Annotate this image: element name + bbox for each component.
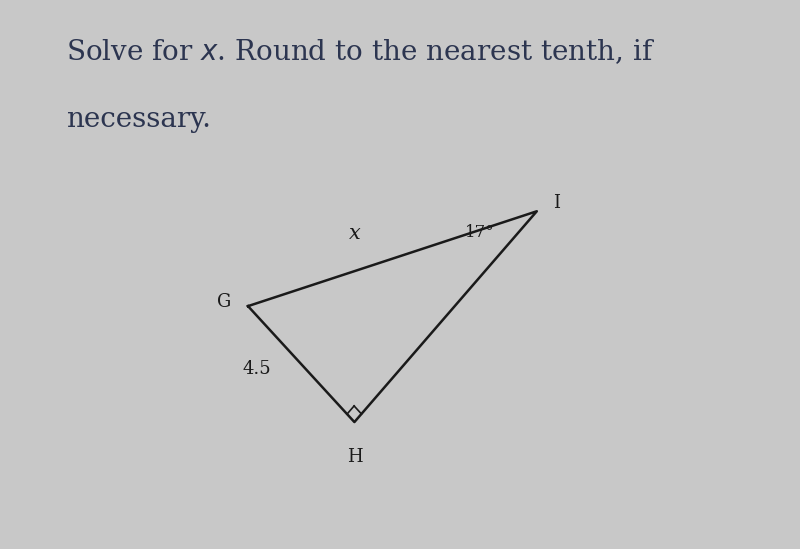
Text: Solve for $x$. Round to the nearest tenth, if: Solve for $x$. Round to the nearest tent… <box>66 37 655 66</box>
Text: x: x <box>349 224 360 243</box>
Text: I: I <box>554 194 561 212</box>
Text: 4.5: 4.5 <box>242 360 270 378</box>
Text: G: G <box>217 293 231 311</box>
Text: 17°: 17° <box>465 224 494 241</box>
Text: necessary.: necessary. <box>66 106 210 133</box>
Text: H: H <box>346 449 362 467</box>
